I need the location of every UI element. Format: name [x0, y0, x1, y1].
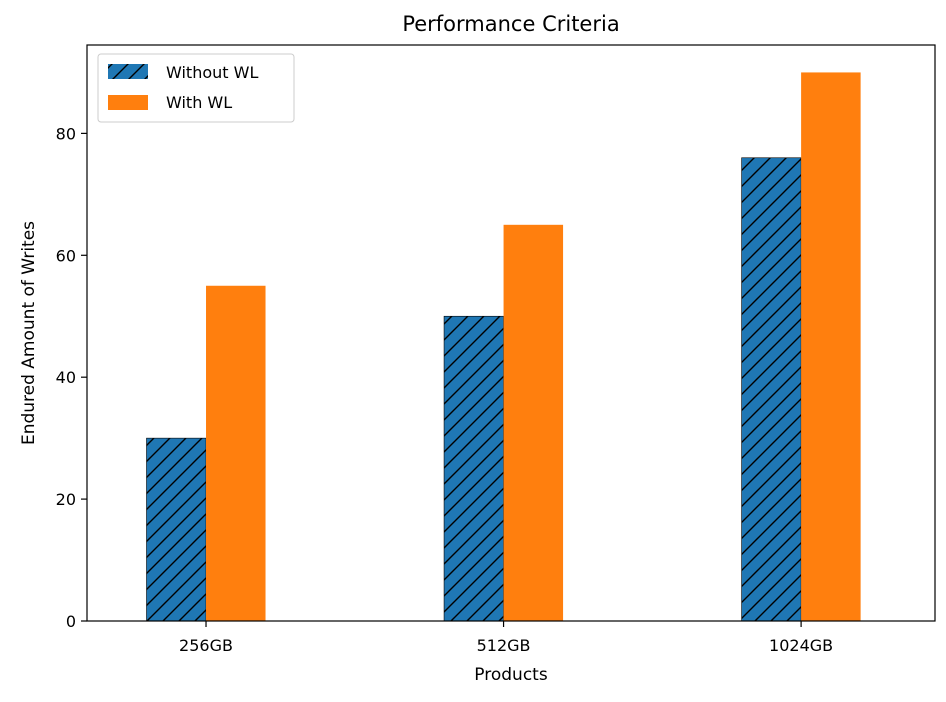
y-axis-ticks: 0 20 40 60 80 [56, 124, 87, 631]
y-tick-label: 20 [56, 490, 76, 509]
plot-frame [86, 44, 936, 622]
legend-label-without-wl: Without WL [166, 63, 258, 82]
bar-with-wl-1024gb [801, 72, 861, 621]
bar-without-wl-512gb [443, 315, 504, 622]
y-axis-label: Endured Amount of Writes [19, 221, 39, 445]
y-tick-label: 40 [56, 368, 76, 387]
x-tick-label: 512GB [477, 636, 531, 655]
bar-with-wl-256gb [206, 285, 266, 621]
x-tick-label: 1024GB [769, 636, 833, 655]
y-tick-label: 80 [56, 124, 76, 143]
bars-layer [146, 72, 861, 622]
x-axis-label: Products [474, 665, 548, 685]
legend-swatch-without-wl [108, 64, 148, 79]
legend: Without WL With WL [97, 53, 295, 123]
bar-with-wl-512gb [503, 224, 564, 622]
x-tick-label: 256GB [179, 636, 233, 655]
x-axis-ticks: 256GB 512GB 1024GB [179, 621, 833, 655]
chart-title: Performance Criteria [402, 12, 619, 36]
legend-swatch-with-wl [108, 95, 148, 110]
bar-without-wl-256gb [146, 437, 207, 622]
bar-without-wl-1024gb [741, 157, 802, 622]
legend-label-with-wl: With WL [166, 93, 232, 112]
y-tick-label: 60 [56, 246, 76, 265]
y-tick-label: 0 [66, 612, 76, 631]
